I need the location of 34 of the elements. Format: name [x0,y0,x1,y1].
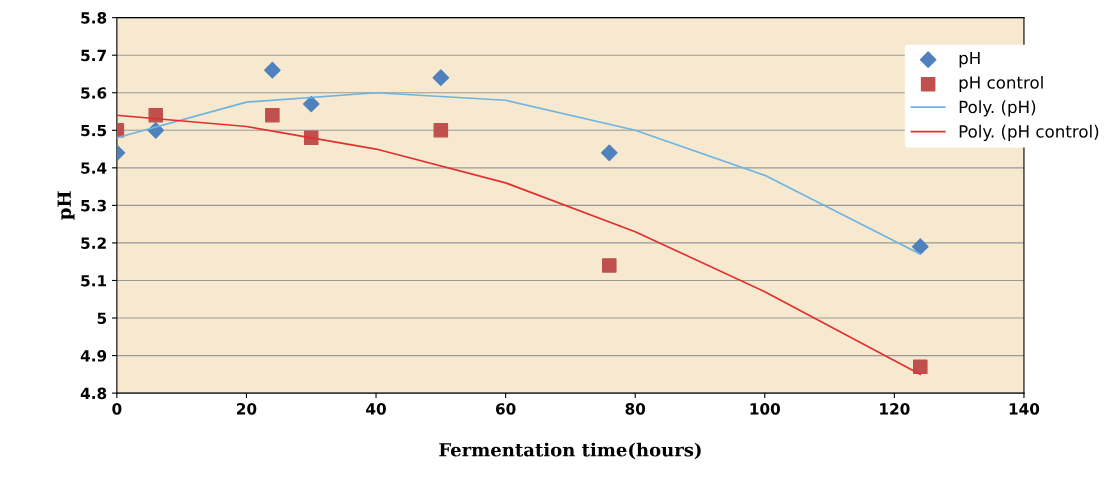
x-tick-label: 40 [366,403,386,415]
y-tick-label: 5.5 [81,124,107,137]
point [264,61,281,79]
y-tick-label: 5.7 [81,49,106,62]
x-tick-label: 100 [750,403,781,415]
y-tick-label: 4.9 [80,350,107,362]
x-tick-label: 60 [495,403,516,415]
y-axis-title: pH [57,191,75,220]
point [432,69,450,87]
legend-label: Poly. (pH control) [959,124,1099,141]
point [265,107,280,123]
y-tick-label: 5.4 [81,162,107,174]
x-tick-label: 0 [112,403,122,415]
point [913,359,928,375]
point [433,123,449,138]
y-tick-label: 5.3 [81,199,106,212]
y-tick-label: 5.1 [81,275,107,287]
y-tick-label: 5.6 [81,87,107,99]
legend-label: Poly. (pH) [959,100,1036,117]
legend-label: pH control [959,75,1043,93]
legend-label: pH [959,51,980,68]
point [302,95,320,113]
x-tick-label: 80 [625,403,646,415]
point [602,258,617,273]
x-tick-label: 140 [1009,403,1040,415]
x-tick-label: 20 [237,403,257,415]
y-tick-label: 4.8 [80,387,107,400]
x-tick-label: 120 [880,403,910,415]
y-tick-label: 5 [97,312,107,325]
point [911,238,929,255]
point [600,144,618,162]
x-axis-title: Fermentation time(hours) [439,442,701,460]
y-tick-label: 5.2 [81,237,106,249]
y-tick-label: 5.8 [81,12,107,24]
